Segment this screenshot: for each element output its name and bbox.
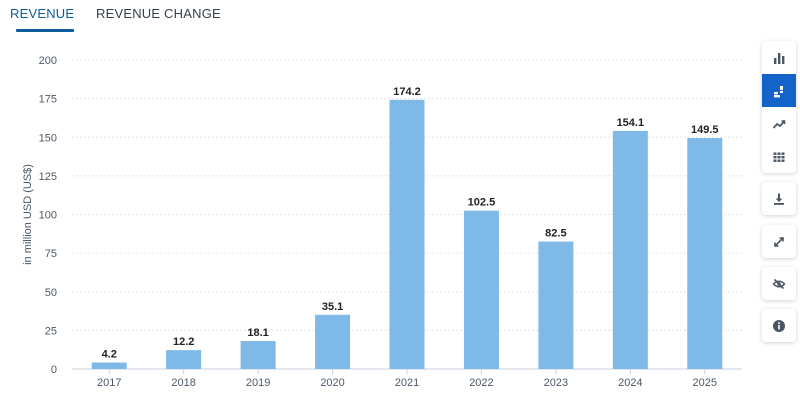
x-tick-label: 2021 (395, 377, 419, 389)
download-group (762, 182, 796, 215)
download-button[interactable] (762, 182, 796, 215)
info-button[interactable] (762, 309, 796, 342)
y-tick-label: 0 (51, 364, 57, 376)
bar (687, 138, 723, 369)
y-tick-label: 200 (39, 55, 57, 67)
bar (538, 241, 574, 369)
fullscreen-group (762, 225, 796, 258)
hide-icon (772, 278, 786, 289)
active-tab-indicator (16, 29, 74, 32)
chart-type-group (762, 41, 796, 173)
data-label: 174.2 (393, 86, 421, 98)
bar (612, 130, 648, 369)
table-icon (773, 152, 785, 162)
y-axis-title: in million USD (US$) (22, 164, 34, 265)
x-tick-label: 2024 (618, 377, 642, 389)
y-tick-label: 100 (39, 210, 57, 222)
sorted-bar-chart-icon (774, 85, 783, 97)
bar (463, 210, 499, 369)
table-button[interactable] (762, 140, 796, 173)
y-tick-label: 125 (39, 171, 57, 183)
bar (91, 362, 127, 369)
y-tick-label: 75 (45, 248, 57, 260)
data-label: 35.1 (322, 301, 343, 313)
x-tick-label: 2025 (693, 377, 717, 389)
data-label: 102.5 (468, 197, 496, 209)
bar (240, 341, 276, 369)
bar (166, 350, 202, 369)
bar-chart-icon (774, 52, 785, 64)
hide-group (762, 267, 796, 300)
data-label: 4.2 (102, 349, 117, 361)
y-tick-label: 50 (45, 287, 57, 299)
data-label: 18.1 (247, 327, 268, 339)
fullscreen-icon (774, 236, 784, 247)
data-label: 149.5 (691, 124, 719, 136)
line-chart-icon (772, 119, 786, 129)
tab-revenue-change[interactable]: REVENUE CHANGE (96, 6, 221, 21)
data-label: 154.1 (617, 117, 645, 129)
sorted-bar-chart-button[interactable] (762, 74, 796, 107)
download-icon (774, 193, 784, 205)
data-label: 12.2 (173, 336, 194, 348)
tab-revenue[interactable]: REVENUE (10, 6, 75, 21)
y-tick-label: 175 (39, 94, 57, 106)
info-group (762, 309, 796, 342)
x-tick-label: 2020 (320, 377, 344, 389)
line-chart-button[interactable] (762, 107, 796, 140)
bar (315, 314, 351, 369)
data-label: 82.5 (545, 228, 566, 240)
fullscreen-button[interactable] (762, 225, 796, 258)
y-tick-label: 25 (45, 325, 57, 337)
tab-bar: REVENUE REVENUE CHANGE (0, 0, 760, 34)
x-tick-label: 2023 (544, 377, 568, 389)
hide-button[interactable] (762, 267, 796, 300)
bar (389, 99, 425, 370)
x-tick-label: 2017 (97, 377, 121, 389)
x-tick-label: 2022 (469, 377, 493, 389)
x-tick-label: 2019 (246, 377, 270, 389)
info-icon (773, 319, 785, 332)
bar-chart-button[interactable] (762, 41, 796, 74)
bar-chart: 0 25 50 75 100 125 150 175 200 in million USD (US… (22, 55, 742, 389)
y-tick-label: 150 (39, 132, 57, 144)
x-tick-label: 2018 (171, 377, 195, 389)
